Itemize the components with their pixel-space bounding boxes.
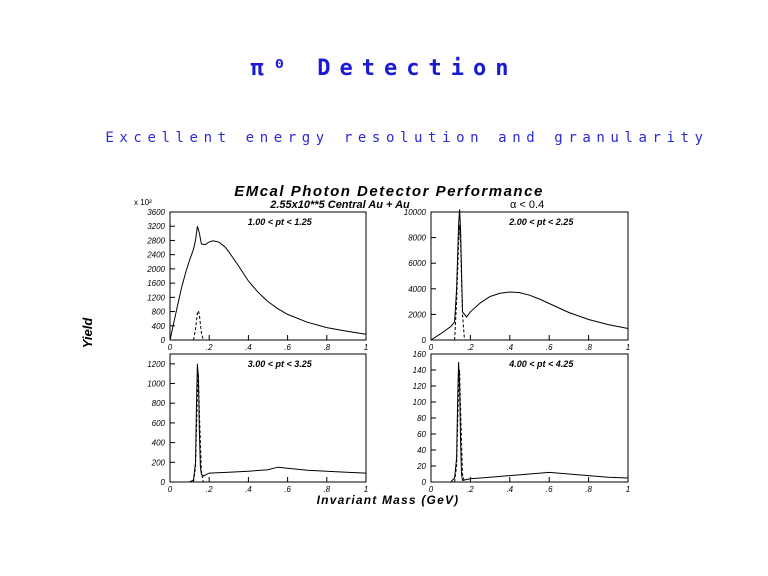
- x-tick-label: .4: [506, 343, 513, 352]
- panels: 0.2.4.6.8 1040080012001600200024002800320…: [146, 208, 630, 494]
- x-tick-label: .6: [546, 485, 553, 494]
- x-tick-label: 0: [429, 343, 434, 352]
- y-tick-label: 0: [161, 336, 166, 345]
- panel-frame: [169, 353, 367, 483]
- y-tick-label: 6000: [408, 259, 426, 268]
- histogram-signal: [193, 309, 204, 341]
- y-tick-label: 2000: [407, 310, 426, 319]
- x-tick-label: .2: [206, 485, 213, 494]
- panel-frame: [169, 211, 367, 341]
- panel-3: 0 .2 .4 .6 .8 1 0 200 400 600 800 1000 1200 3.00 < pt…: [147, 353, 368, 494]
- x-tick-label: .4: [245, 485, 252, 494]
- y-tick-label: 0: [422, 478, 427, 487]
- y-axis-label: Yield: [80, 317, 95, 349]
- y-tick-label: 1000: [147, 380, 165, 389]
- y-tick-label: 80: [417, 414, 426, 423]
- panel-label: 2.00 < pt < 2.25: [508, 217, 574, 227]
- x-tick-label: 0: [168, 485, 173, 494]
- y-tick-label: 0: [422, 336, 427, 345]
- panel-2: 0 .2 .4 .6 .8 1 0 2000 4000 6000 8000 10000 2.00 < p…: [404, 208, 630, 352]
- x-axis-label: Invariant Mass (GeV): [317, 493, 460, 507]
- y-tick-label: 0: [161, 478, 166, 487]
- y-multiplier: x 10²: [134, 198, 152, 207]
- y-tick-label: 40: [417, 446, 426, 455]
- x-tick-label: 1: [364, 343, 368, 352]
- y-tick-label: 4000: [408, 285, 426, 294]
- histogram-signal: [193, 373, 204, 483]
- x-tick-label: .6: [284, 343, 291, 352]
- x-tick-label: .2: [467, 485, 474, 494]
- y-tick-label: 100: [413, 398, 427, 407]
- y-tick-label: 1200: [147, 293, 165, 302]
- x-tick-label: .8: [323, 343, 330, 352]
- x-tick-label: 1: [626, 485, 630, 494]
- slide-title: π⁰ Detection: [250, 56, 518, 81]
- x-tick-label: .6: [546, 343, 553, 352]
- y-tick-label: 800: [152, 308, 166, 317]
- x-tick-label: .6: [284, 485, 291, 494]
- y-tick-label: 10000: [404, 208, 427, 217]
- asymmetry-cut: α < 0.4: [510, 199, 544, 211]
- x-tick-label: .4: [506, 485, 513, 494]
- figure-condition: 2.55x10**5 Central Au + Au: [269, 199, 410, 211]
- histogram-total: [169, 226, 367, 341]
- x-tick-label: 1: [626, 343, 630, 352]
- y-tick-label: 2000: [146, 265, 165, 274]
- y-tick-label: 600: [152, 419, 166, 428]
- y-tick-label: 400: [152, 322, 166, 331]
- panel-label: 3.00 < pt < 3.25: [248, 359, 313, 369]
- histogram-total: [431, 361, 629, 483]
- y-tick-label: 3600: [147, 208, 165, 217]
- panel-1: 0 .2 .4 .6 .8 1 0 400 800 1200 1600 2000 2400 2800 320…: [146, 208, 368, 352]
- y-tick-label: 1200: [147, 360, 165, 369]
- panel-4: 0 .2 .4 .6 .8 1 0 20 40 60 80 100 120 140 160 4.00 < pt…: [413, 350, 631, 494]
- x-tick-label: .8: [323, 485, 330, 494]
- x-tick-label: 0: [168, 343, 173, 352]
- x-tick-label: 0: [429, 485, 434, 494]
- panel-label: 1.00 < pt < 1.25: [248, 217, 313, 227]
- slide-subtitle: Excellent energy resolution and granular…: [105, 130, 709, 146]
- y-tick-label: 120: [413, 382, 427, 391]
- x-tick-label: .2: [467, 343, 474, 352]
- y-tick-label: 200: [151, 458, 166, 467]
- figure-title: EMcal Photon Detector Performance: [234, 183, 544, 200]
- y-tick-label: 8000: [408, 234, 426, 243]
- y-tick-label: 400: [152, 439, 166, 448]
- x-tick-label: .2: [206, 343, 213, 352]
- panel-frame: [430, 211, 629, 341]
- y-tick-label: 2800: [146, 236, 165, 245]
- y-tick-label: 3200: [147, 222, 165, 231]
- histogram-total: [170, 363, 367, 483]
- histogram-signal: [454, 369, 465, 483]
- histogram-total: [430, 209, 629, 341]
- y-tick-label: 20: [416, 462, 426, 471]
- y-tick-label: 140: [413, 366, 427, 375]
- y-tick-label: 800: [152, 399, 166, 408]
- y-tick-label: 2400: [146, 251, 165, 260]
- histogram-signal: [454, 224, 465, 341]
- panel-label: 4.00 < pt < 4.25: [508, 359, 574, 369]
- y-tick-label: 1600: [147, 279, 165, 288]
- x-tick-label: .8: [585, 343, 592, 352]
- x-tick-label: 1: [364, 485, 368, 494]
- y-tick-label: 160: [413, 350, 427, 359]
- x-tick-label: .4: [245, 343, 252, 352]
- x-tick-label: .8: [585, 485, 592, 494]
- y-tick-label: 60: [417, 430, 426, 439]
